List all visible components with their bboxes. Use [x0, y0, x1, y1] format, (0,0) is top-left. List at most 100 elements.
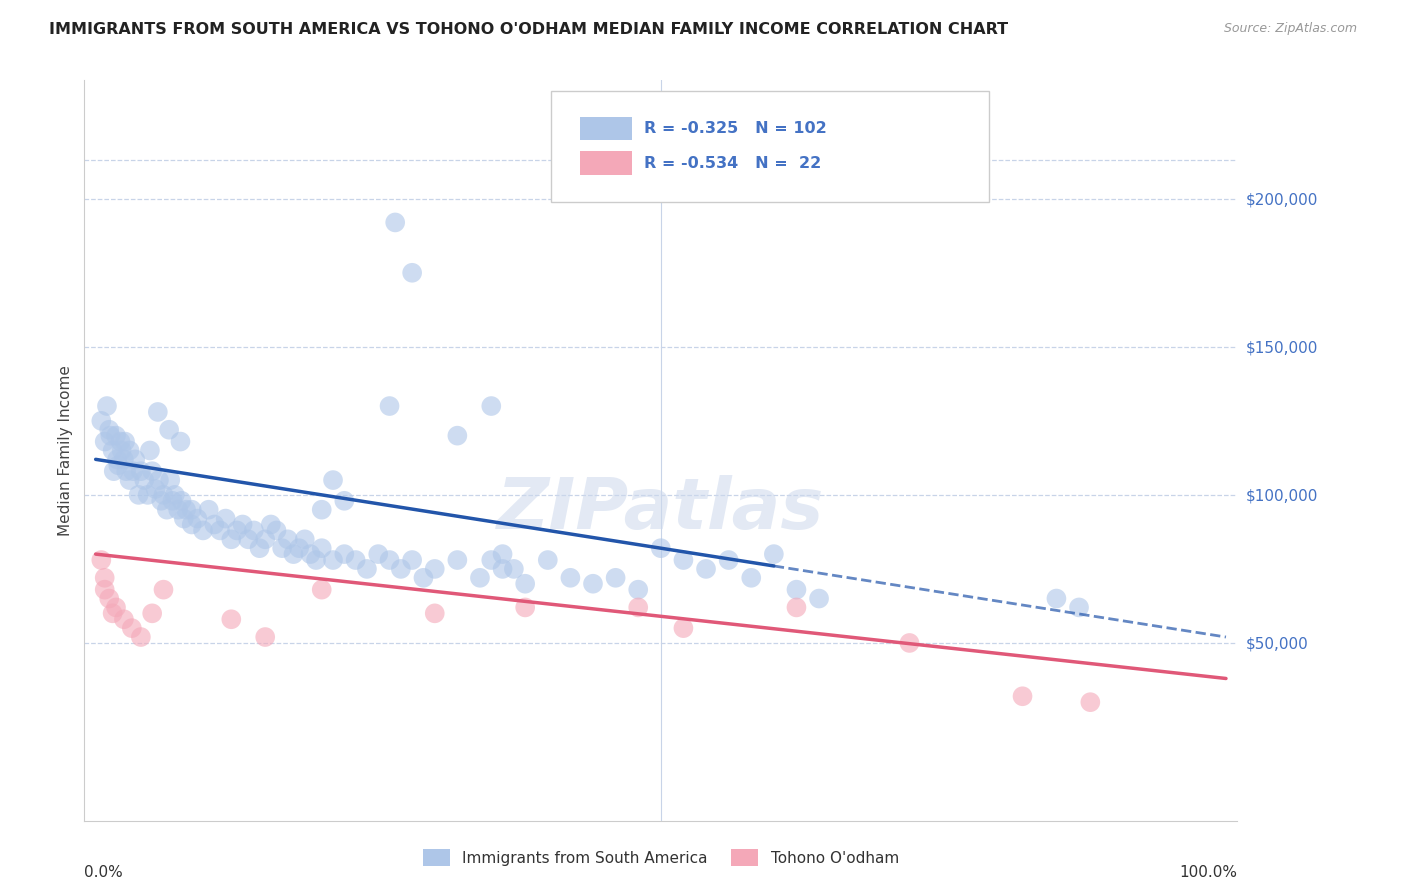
Text: R = -0.534   N =  22: R = -0.534 N = 22 [644, 156, 821, 170]
Point [146, 405, 169, 419]
Point [129, 630, 152, 644]
Point [129, 464, 152, 478]
Text: 0.0%: 0.0% [84, 865, 124, 880]
Point [717, 553, 740, 567]
Point [197, 502, 219, 516]
Point [515, 600, 537, 615]
Point [124, 452, 146, 467]
Point [537, 553, 560, 567]
Point [785, 582, 807, 597]
Point [605, 571, 627, 585]
Text: Source: ZipAtlas.com: Source: ZipAtlas.com [1223, 22, 1357, 36]
Text: R = -0.325   N = 102: R = -0.325 N = 102 [644, 121, 827, 136]
Point [322, 473, 344, 487]
Point [1045, 591, 1067, 606]
Point [118, 473, 141, 487]
Point [672, 621, 695, 635]
Point [202, 517, 225, 532]
Point [299, 547, 322, 561]
Point [311, 541, 333, 556]
Point [141, 464, 163, 478]
Point [695, 562, 717, 576]
Point [157, 423, 180, 437]
Point [152, 488, 174, 502]
Point [384, 215, 406, 229]
Point [118, 443, 141, 458]
Point [672, 553, 695, 567]
Point [288, 541, 311, 556]
Point [112, 612, 135, 626]
Point [110, 434, 132, 449]
Point [90, 553, 112, 567]
Point [145, 482, 167, 496]
Point [479, 399, 502, 413]
Point [898, 636, 921, 650]
Point [134, 473, 156, 487]
Point [167, 502, 190, 516]
Point [627, 600, 650, 615]
Point [221, 612, 243, 626]
Point [1011, 690, 1033, 704]
Point [254, 630, 277, 644]
Point [412, 571, 434, 585]
Point [180, 517, 202, 532]
Point [305, 553, 328, 567]
Point [560, 571, 582, 585]
Point [128, 488, 150, 502]
Point [582, 576, 605, 591]
Point [150, 493, 173, 508]
Point [93, 582, 115, 597]
Point [254, 533, 277, 547]
Point [191, 524, 214, 538]
Point [169, 434, 191, 449]
Text: ZIPatlas: ZIPatlas [498, 475, 824, 544]
Point [170, 493, 193, 508]
Point [491, 547, 513, 561]
Point [401, 266, 423, 280]
Point [243, 524, 266, 538]
Point [762, 547, 785, 561]
Point [221, 533, 243, 547]
Point [627, 582, 650, 597]
Point [174, 502, 197, 516]
Point [159, 473, 181, 487]
Point [1067, 600, 1090, 615]
Point [139, 443, 162, 458]
Point [208, 524, 231, 538]
Point [446, 553, 468, 567]
Point [105, 428, 128, 442]
Point [152, 582, 174, 597]
Point [378, 399, 401, 413]
Point [101, 443, 124, 458]
Point [180, 502, 202, 516]
Point [173, 511, 195, 525]
Point [249, 541, 271, 556]
Point [378, 553, 401, 567]
Point [112, 452, 135, 467]
Point [162, 493, 184, 508]
Point [103, 464, 125, 478]
Point [93, 571, 115, 585]
Point [101, 607, 124, 621]
Point [423, 607, 446, 621]
Point [98, 428, 121, 442]
Point [333, 493, 356, 508]
Point [446, 428, 468, 442]
Point [515, 576, 537, 591]
Point [311, 502, 333, 516]
Point [401, 553, 423, 567]
Point [238, 533, 260, 547]
Point [93, 434, 115, 449]
Point [186, 511, 208, 525]
Point [260, 517, 283, 532]
Point [389, 562, 412, 576]
Point [266, 524, 288, 538]
Point [344, 553, 367, 567]
Point [650, 541, 672, 556]
Text: IMMIGRANTS FROM SOUTH AMERICA VS TOHONO O'ODHAM MEDIAN FAMILY INCOME CORRELATION: IMMIGRANTS FROM SOUTH AMERICA VS TOHONO … [49, 22, 1008, 37]
Point [283, 547, 305, 561]
Point [98, 591, 121, 606]
Point [808, 591, 831, 606]
Point [468, 571, 491, 585]
Point [271, 541, 294, 556]
